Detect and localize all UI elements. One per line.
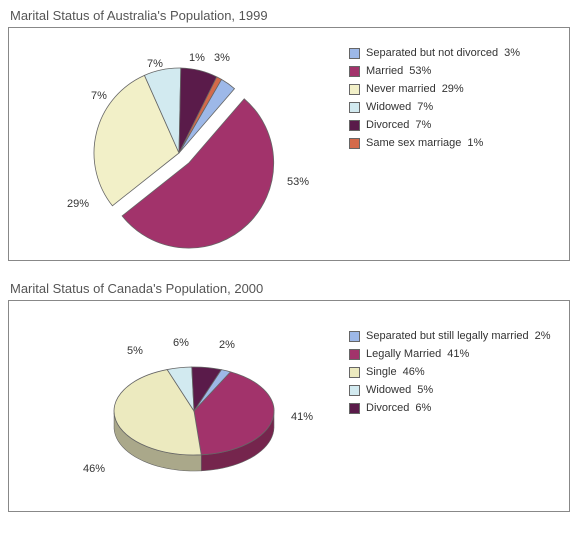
- chart-title: Marital Status of Australia's Population…: [10, 8, 578, 23]
- chart-can: Marital Status of Canada's Population, 2…: [8, 281, 578, 512]
- legend-pct: 46%: [403, 365, 425, 381]
- slice-pct-label: 3%: [214, 52, 230, 64]
- legend-item: Legally Married 41%: [349, 347, 551, 363]
- legend-pct: 5%: [417, 383, 433, 399]
- legend-pct: 3%: [504, 46, 520, 62]
- legend-pct: 29%: [442, 82, 464, 98]
- legend-item: Divorced 6%: [349, 401, 551, 417]
- slice-pct-label: 1%: [189, 52, 205, 64]
- legend-swatch: [349, 102, 360, 113]
- legend-swatch: [349, 120, 360, 131]
- legend-pct: 7%: [417, 100, 433, 116]
- slice-pct-label: 29%: [67, 198, 89, 210]
- legend-item: Widowed 7%: [349, 100, 520, 116]
- slice-pct-label: 6%: [173, 337, 189, 349]
- legend-label: Widowed: [366, 383, 411, 399]
- chart-box: 2%41%46%5%6%Separated but still legally …: [8, 300, 570, 512]
- slice-pct-label: 53%: [287, 176, 309, 188]
- slice-pct-label: 7%: [147, 58, 163, 70]
- legend-item: Married 53%: [349, 64, 520, 80]
- chart-title: Marital Status of Canada's Population, 2…: [10, 281, 578, 296]
- legend: Separated but not divorced 3% Married 53% Ne…: [349, 46, 520, 154]
- legend-item: Single 46%: [349, 365, 551, 381]
- legend-pct: 41%: [447, 347, 469, 363]
- slice-pct-label: 2%: [219, 339, 235, 351]
- legend-item: Never married 29%: [349, 82, 520, 98]
- legend-label: Divorced: [366, 401, 409, 417]
- legend-pct: 1%: [467, 136, 483, 152]
- legend-item: Divorced 7%: [349, 118, 520, 134]
- legend-swatch: [349, 367, 360, 378]
- legend-swatch: [349, 331, 360, 342]
- legend-label: Divorced: [366, 118, 409, 134]
- legend-label: Single: [366, 365, 397, 381]
- slice-pct-label: 46%: [83, 463, 105, 475]
- legend-swatch: [349, 349, 360, 360]
- legend-item: Same sex marriage 1%: [349, 136, 520, 152]
- legend-swatch: [349, 48, 360, 59]
- legend-swatch: [349, 385, 360, 396]
- legend-swatch: [349, 66, 360, 77]
- legend-swatch: [349, 403, 360, 414]
- legend-label: Widowed: [366, 100, 411, 116]
- legend-label: Never married: [366, 82, 436, 98]
- legend-label: Separated but still legally married: [366, 329, 529, 345]
- legend-label: Separated but not divorced: [366, 46, 498, 62]
- legend-item: Separated but not divorced 3%: [349, 46, 520, 62]
- legend-pct: 7%: [415, 118, 431, 134]
- slice-pct-label: 5%: [127, 345, 143, 357]
- chart-aus: Marital Status of Australia's Population…: [8, 8, 578, 261]
- legend-swatch: [349, 138, 360, 149]
- legend-label: Same sex marriage: [366, 136, 461, 152]
- legend-pct: 6%: [415, 401, 431, 417]
- legend-swatch: [349, 84, 360, 95]
- legend-item: Separated but still legally married 2%: [349, 329, 551, 345]
- slice-pct-label: 41%: [291, 411, 313, 423]
- legend-pct: 53%: [409, 64, 431, 80]
- slice-pct-label: 7%: [91, 90, 107, 102]
- legend-item: Widowed 5%: [349, 383, 551, 399]
- legend-label: Legally Married: [366, 347, 441, 363]
- chart-box: 3%53%29%7%7%1%Separated but not divorced…: [8, 27, 570, 261]
- legend: Separated but still legally married 2% Leg…: [349, 329, 551, 419]
- legend-label: Married: [366, 64, 403, 80]
- legend-pct: 2%: [535, 329, 551, 345]
